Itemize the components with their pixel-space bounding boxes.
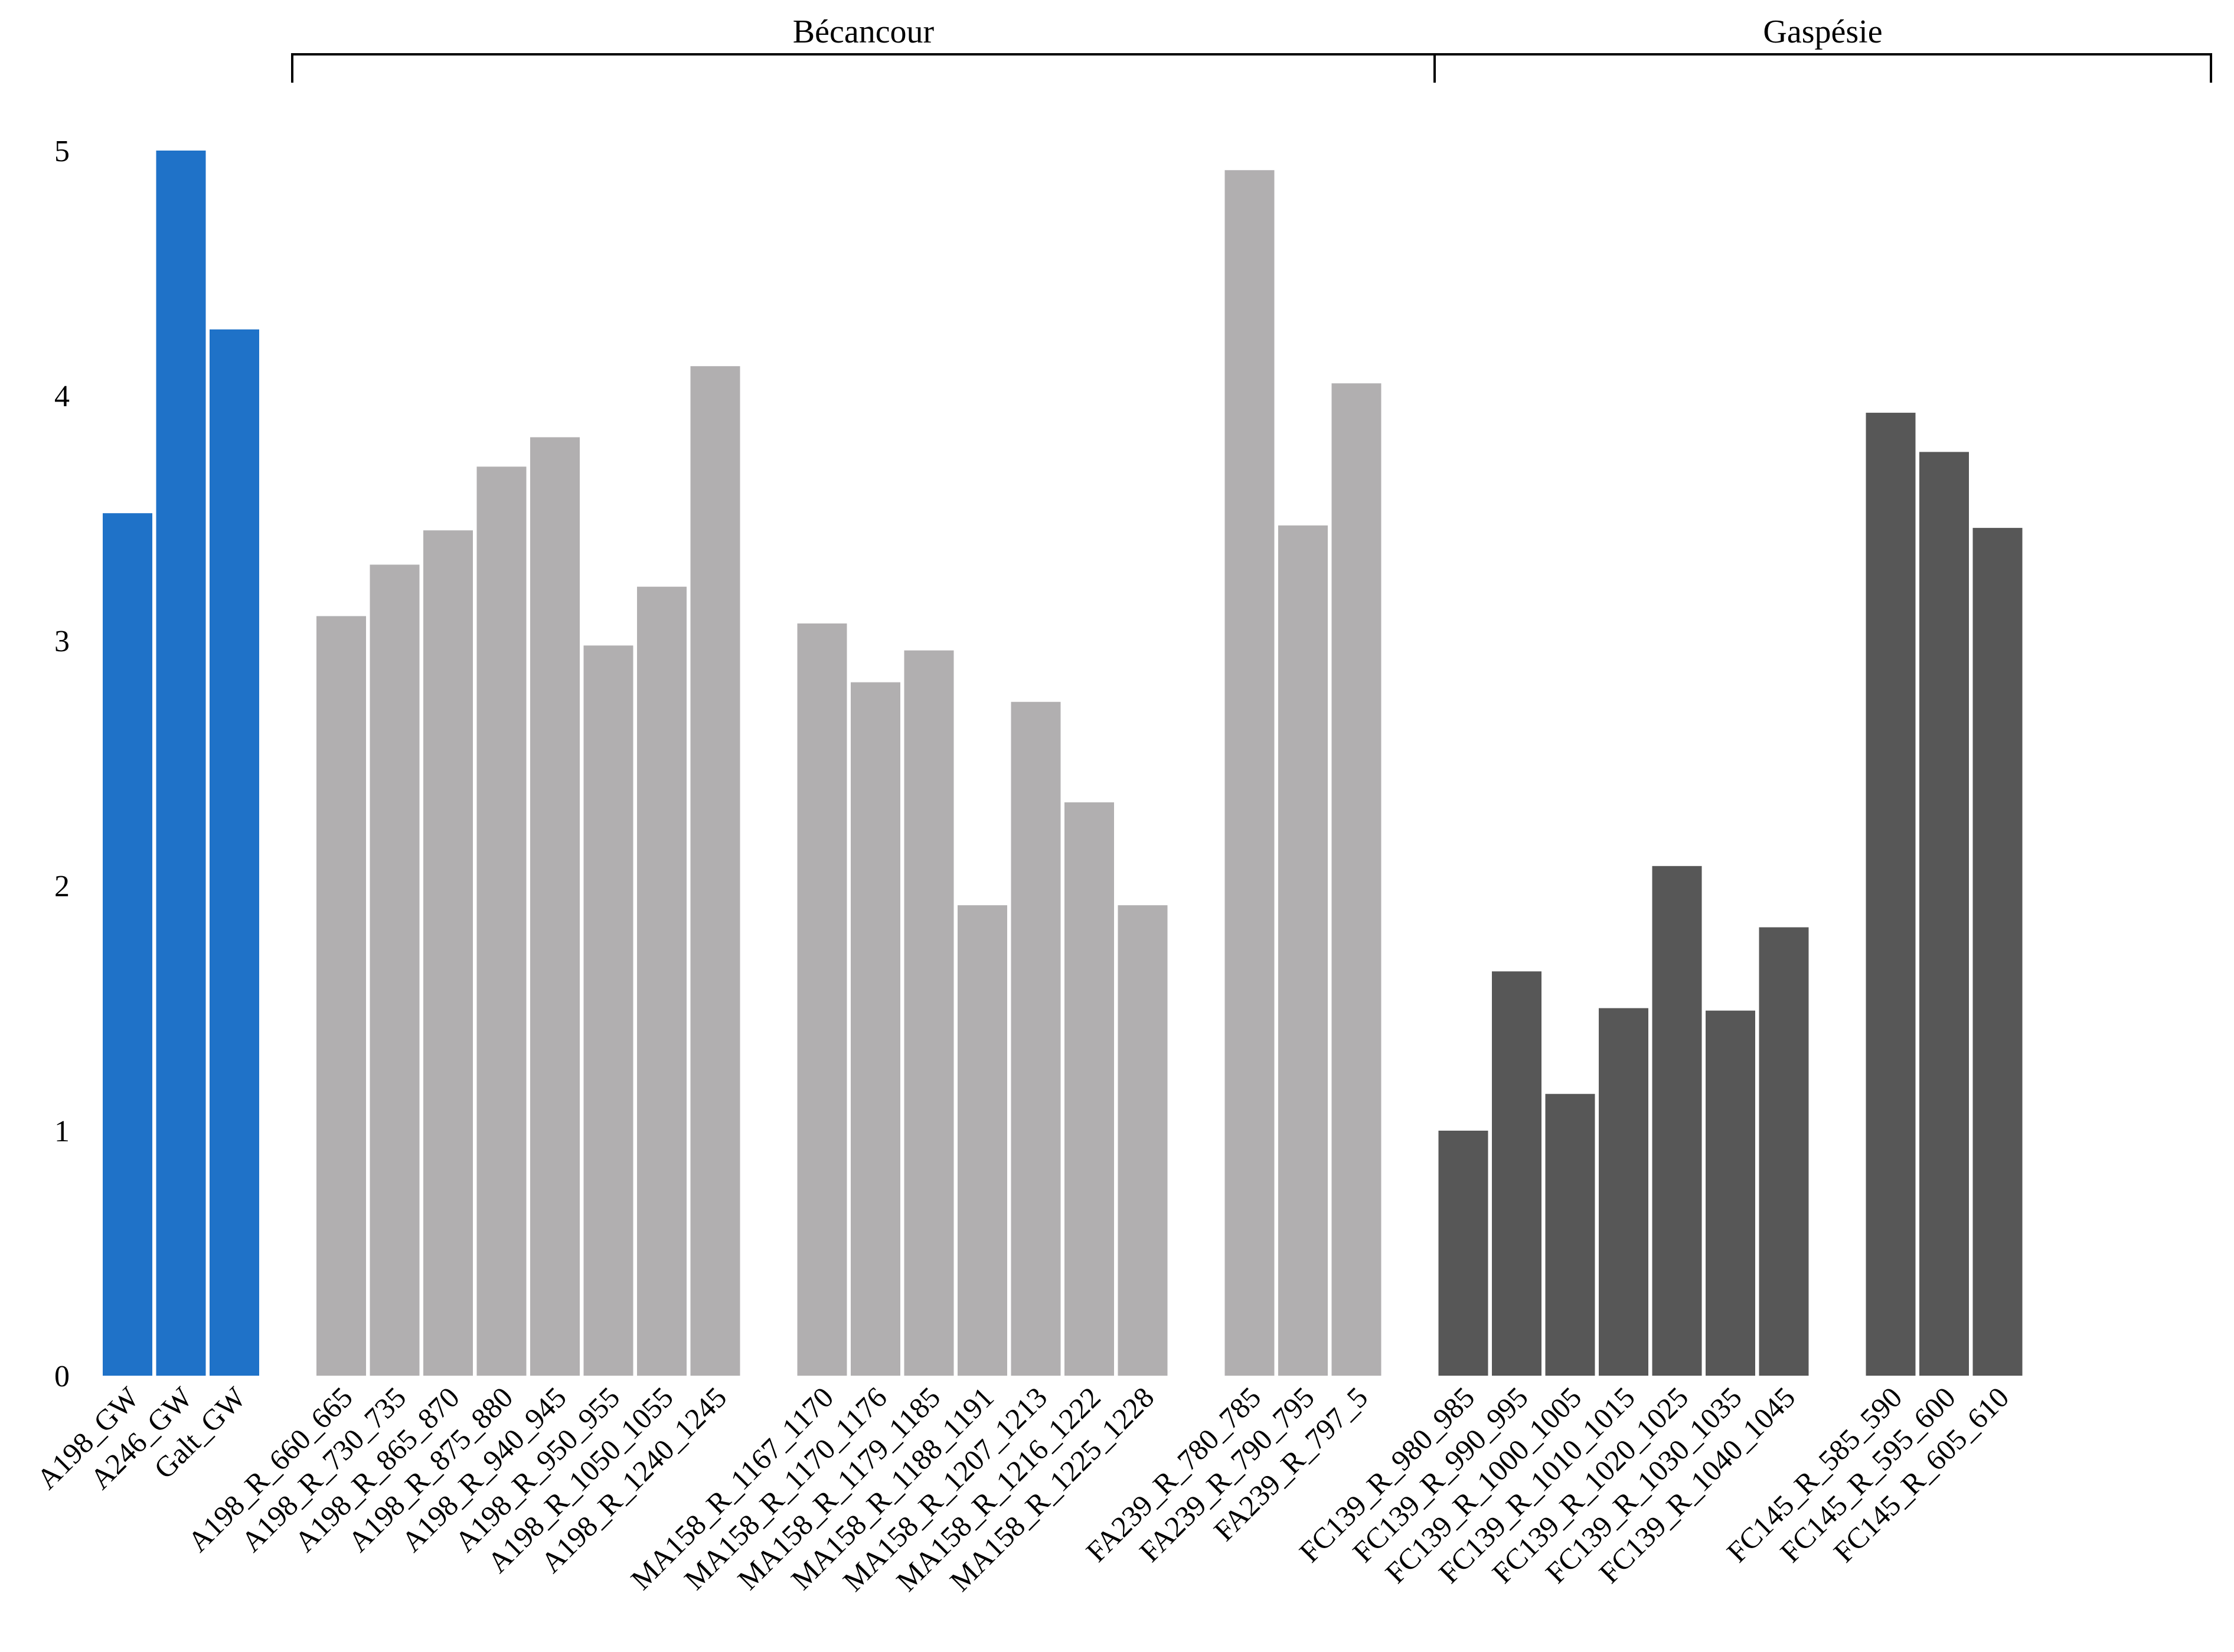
- bar-a198-r-730-735: [370, 564, 420, 1376]
- bar-a198-r-660-665: [316, 616, 366, 1376]
- bar-a198-r-1240-1245: [690, 366, 740, 1376]
- bar-fc145-r-605-610: [1972, 528, 2023, 1376]
- bar-fc145-r-585-590: [1866, 413, 1916, 1376]
- bar-fc139-r-1040-1045: [1759, 927, 1809, 1376]
- bar-ma158-r-1188-1191: [958, 905, 1007, 1376]
- y-tick-label: 3: [54, 625, 70, 658]
- bar-fa239-r-797-5: [1331, 383, 1381, 1376]
- y-tick-label: 1: [54, 1115, 70, 1148]
- bar-ma158-r-1207-1213: [1011, 701, 1061, 1376]
- bar-a198-r-1050-1055: [637, 586, 687, 1376]
- bar-ma158-r-1179-1185: [904, 650, 954, 1376]
- bar-ma158-r-1216-1222: [1064, 802, 1114, 1376]
- group-brackets: Bécancour Gaspésie: [291, 14, 2212, 83]
- group-bracket: [1433, 53, 2212, 83]
- bar-fc139-r-1020-1025: [1652, 866, 1702, 1376]
- y-axis-ticks: 0 1 2 3 4 5: [54, 135, 70, 1393]
- y-tick-label: 4: [54, 380, 70, 413]
- y-tick-label: 0: [54, 1360, 70, 1393]
- group-label: Bécancour: [793, 14, 935, 50]
- bar-ma158-r-1225-1228: [1118, 905, 1168, 1376]
- bar-fc139-r-980-985: [1438, 1131, 1488, 1376]
- y-tick-label: 2: [54, 870, 70, 903]
- bar-a198-r-875-880: [476, 466, 527, 1376]
- bar-fa239-r-790-795: [1278, 525, 1328, 1376]
- bar-ma158-r-1167-1170: [797, 623, 847, 1376]
- bar-a198-r-940-945: [530, 437, 580, 1376]
- group-bracket: [291, 53, 1436, 83]
- bar-fc139-r-990-995: [1492, 971, 1541, 1376]
- bar-a198-r-865-870: [423, 530, 473, 1376]
- bar-fc145-r-595-600: [1919, 452, 1969, 1376]
- bar-fc139-r-1010-1015: [1599, 1008, 1648, 1376]
- bar-ma158-r-1170-1176: [851, 682, 900, 1376]
- x-axis-labels: A198_GWA246_GWGalt_GWA198_R_660_665A198_…: [30, 1380, 2015, 1598]
- bar-a246-gw: [156, 151, 206, 1376]
- bar-fa239-r-780-785: [1224, 170, 1275, 1376]
- group-label: Gaspésie: [1763, 14, 1882, 50]
- bar-galt-gw: [210, 329, 259, 1376]
- bar-fc139-r-1000-1005: [1545, 1093, 1595, 1376]
- bar-fc139-r-1030-1035: [1706, 1010, 1755, 1376]
- y-tick-label: 5: [54, 135, 70, 168]
- bar-a198-r-950-955: [583, 645, 633, 1376]
- bars: [103, 151, 2023, 1376]
- bar-a198-gw: [103, 513, 152, 1376]
